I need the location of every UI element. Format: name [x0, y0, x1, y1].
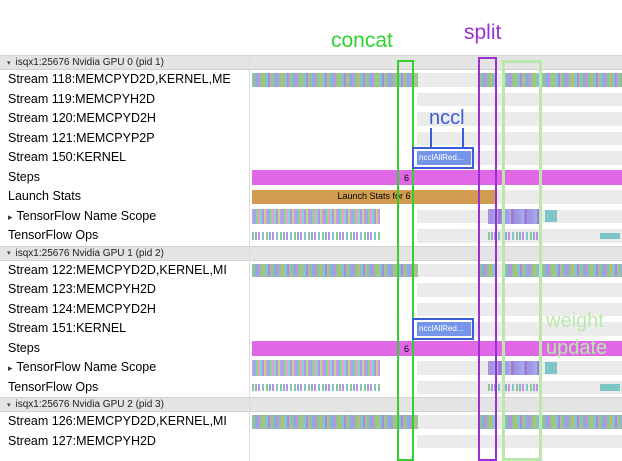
launch-stats-bar[interactable]: Launch Stats for 6	[252, 190, 496, 204]
trace-row: Stream 151:KERNEL ncclAllRed...	[0, 319, 622, 339]
row-label: Stream 127:MEMCPYH2D	[8, 433, 156, 448]
row-label: Steps	[8, 169, 40, 184]
trace-row: ▸ TensorFlow Name Scope	[0, 358, 622, 378]
trace-row: Stream 150:KERNEL ncclAllRed...	[0, 148, 622, 168]
row-label: Launch Stats	[8, 189, 81, 203]
ops-bar[interactable]	[600, 232, 620, 239]
row-label: Stream 120:MEMCPYD2H	[8, 111, 156, 125]
trace-row: Launch Stats Launch Stats for 6	[0, 187, 622, 207]
kernel-activity-bar[interactable]	[252, 415, 418, 429]
trace-row: Stream 124:MEMCPYD2H	[0, 300, 622, 320]
row-label: Stream 126:MEMCPYD2D,KERNEL,MI	[8, 414, 227, 428]
bar-label: 6	[404, 343, 410, 354]
kernel-activity-bar[interactable]	[504, 263, 622, 277]
steps-bar[interactable]: 6	[252, 341, 622, 356]
steps-bar[interactable]: 6	[252, 170, 622, 185]
trace-rows: ▾ isqx1:25676 Nvidia GPU 0 (pid 1) Stream …	[0, 55, 622, 451]
row-label: Stream 118:MEMCPYD2D,KERNEL,ME	[8, 72, 231, 86]
trace-row: Stream 123:MEMCPYH2D	[0, 280, 622, 300]
nccl-annotation-label: nccl	[429, 107, 465, 129]
name-scope-bar[interactable]	[252, 208, 380, 224]
name-scope-bar[interactable]	[488, 360, 540, 375]
trace-row: Steps 6	[0, 339, 622, 359]
nccl-allreduce-bar[interactable]: ncclAllRed...	[417, 151, 471, 165]
weight-update-line2: update	[546, 337, 608, 359]
collapse-arrow-icon: ▾	[7, 250, 11, 257]
kernel-activity-bar[interactable]	[479, 415, 497, 429]
row-label[interactable]: ▸ TensorFlow Name Scope	[8, 360, 157, 374]
row-label: TensorFlow Ops	[8, 228, 99, 242]
ops-bar[interactable]	[252, 232, 380, 240]
nccl-allreduce-bar[interactable]: ncclAllRed...	[417, 322, 471, 336]
name-scope-bar[interactable]	[252, 360, 380, 376]
gpu-section-header[interactable]: ▾ isqx1:25676 Nvidia GPU 2 (pid 3)	[0, 397, 622, 412]
bar-label: 6	[404, 172, 410, 183]
idle-shade	[417, 112, 622, 126]
weight-update-line1: weight	[546, 310, 604, 332]
kernel-activity-bar[interactable]	[252, 73, 418, 87]
idle-shade	[417, 131, 622, 145]
ops-bar[interactable]	[488, 232, 540, 240]
collapse-arrow-icon: ▾	[7, 59, 11, 67]
row-label: Stream 151:KERNEL	[8, 321, 127, 335]
name-scope-bar[interactable]	[488, 209, 540, 224]
trace-row: Stream 121:MEMCPYP2P	[0, 129, 622, 149]
idle-shade	[417, 92, 622, 106]
annotation-zone	[0, 0, 622, 55]
row-label: Steps	[8, 340, 40, 355]
idle-shade	[417, 283, 622, 297]
label-timeline-divider	[249, 55, 250, 461]
concat-annotation-label: concat	[331, 29, 393, 52]
trace-row: TensorFlow Ops	[0, 226, 622, 246]
row-label: Stream 122:MEMCPYD2D,KERNEL,MI	[8, 262, 227, 277]
split-annotation-label: split	[464, 21, 502, 44]
row-label: Stream 123:MEMCPYH2D	[8, 282, 156, 296]
collapse-arrow-icon: ▾	[7, 401, 11, 409]
ops-bar[interactable]	[488, 383, 540, 391]
ops-bar[interactable]	[252, 383, 380, 391]
trace-row: Stream 119:MEMCPYH2D	[0, 90, 622, 110]
idle-shade	[417, 302, 622, 316]
row-label: Stream 124:MEMCPYD2H	[8, 301, 156, 316]
row-label: TensorFlow Ops	[8, 379, 99, 394]
trace-row: Stream 120:MEMCPYD2H	[0, 109, 622, 129]
kernel-activity-bar[interactable]	[479, 73, 497, 87]
kernel-activity-bar[interactable]	[504, 73, 622, 87]
gpu-section-title: isqx1:25676 Nvidia GPU 0 (pid 1)	[15, 57, 164, 68]
row-label[interactable]: ▸ TensorFlow Name Scope	[8, 208, 157, 223]
kernel-activity-bar[interactable]	[504, 415, 622, 429]
kernel-activity-bar[interactable]	[252, 263, 418, 277]
gpu-section-title: isqx1:25676 Nvidia GPU 2 (pid 3)	[15, 399, 164, 410]
expand-arrow-icon[interactable]: ▸	[8, 211, 13, 222]
name-scope-bar[interactable]	[545, 361, 557, 374]
kernel-activity-bar[interactable]	[479, 263, 497, 277]
row-label: Stream 119:MEMCPYH2D	[8, 91, 156, 106]
trace-row: Stream 127:MEMCPYH2D	[0, 432, 622, 452]
gpu-section-header[interactable]: ▾ isqx1:25676 Nvidia GPU 1 (pid 2)	[0, 245, 622, 261]
trace-row: Stream 126:MEMCPYD2D,KERNEL,MI	[0, 412, 622, 432]
trace-row: Stream 118:MEMCPYD2D,KERNEL,ME	[0, 70, 622, 90]
expand-arrow-icon[interactable]: ▸	[8, 363, 13, 373]
gpu-section-header[interactable]: ▾ isqx1:25676 Nvidia GPU 0 (pid 1)	[0, 55, 622, 70]
trace-row: TensorFlow Ops	[0, 378, 622, 398]
idle-shade	[417, 434, 622, 448]
row-label: Stream 121:MEMCPYP2P	[8, 130, 155, 145]
gpu-section-title: isqx1:25676 Nvidia GPU 1 (pid 2)	[15, 247, 164, 259]
weight-update-annotation-label: weight update	[546, 308, 607, 362]
ops-bar[interactable]	[600, 384, 620, 391]
name-scope-bar[interactable]	[545, 210, 557, 222]
row-label: Stream 150:KERNEL	[8, 150, 127, 164]
trace-row: Stream 122:MEMCPYD2D,KERNEL,MI	[0, 261, 622, 281]
trace-row: ▸ TensorFlow Name Scope	[0, 207, 622, 227]
trace-row: Steps 6	[0, 168, 622, 188]
